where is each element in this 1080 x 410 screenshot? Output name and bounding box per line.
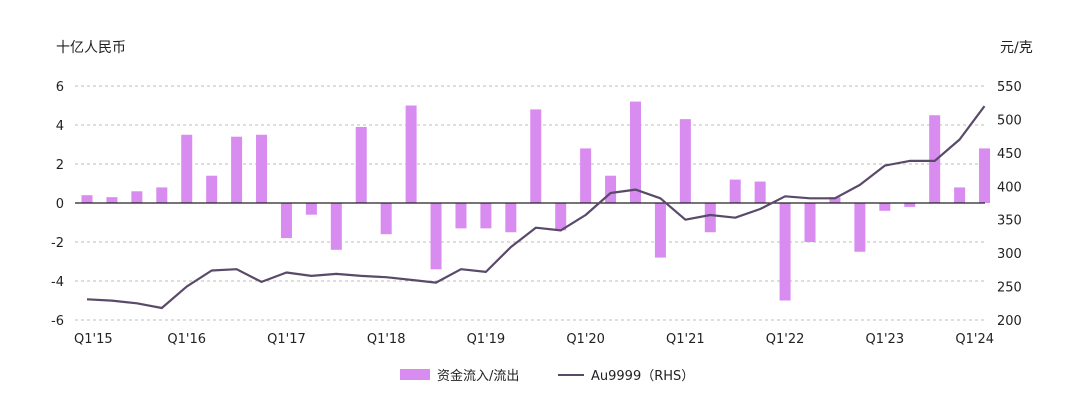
flow-bar: [455, 203, 467, 229]
legend-bar-swatch: [400, 369, 430, 380]
x-axis-ticks: Q1'15 Q1'16 Q1'17 Q1'18 Q1'19 Q1'20 Q1'21 Q1'22…: [74, 332, 994, 347]
flow-bar: [305, 203, 317, 215]
flow-bar: [879, 203, 891, 211]
bar-series: [81, 101, 991, 301]
legend: 资金流入/流出 Au9999（RHS）: [400, 368, 694, 384]
right-axis-unit: 元/克: [1000, 40, 1033, 56]
left-tick-label: 2: [56, 158, 64, 173]
left-tick-label: 4: [56, 119, 64, 134]
right-tick-label: 400: [997, 180, 1022, 195]
flow-bar: [605, 175, 617, 203]
right-tick-label: 250: [997, 281, 1022, 296]
price-line-series: [86, 105, 986, 310]
right-tick-label: 300: [997, 247, 1022, 262]
flow-bar: [505, 203, 517, 233]
flow-bar: [729, 179, 741, 203]
legend-bar-label: 资金流入/流出: [437, 368, 519, 384]
right-tick-label: 550: [997, 80, 1022, 95]
flow-bar: [380, 203, 392, 235]
flow-bar: [106, 197, 118, 203]
x-tick-label: Q1'24: [955, 332, 994, 347]
x-tick-label: Q1'22: [766, 332, 805, 347]
left-tick-label: 6: [56, 80, 64, 95]
flow-bar: [430, 203, 442, 270]
x-tick-label: Q1'19: [467, 332, 506, 347]
flow-bar: [330, 203, 342, 250]
left-tick-label: -4: [51, 275, 64, 290]
flow-bar: [405, 105, 417, 203]
right-tick-label: 500: [997, 113, 1022, 128]
left-tick-label: 0: [56, 197, 64, 212]
right-tick-label: 200: [997, 314, 1022, 329]
flow-bar: [804, 203, 816, 242]
gridlines: [75, 85, 985, 321]
flow-bar: [754, 181, 766, 203]
flow-bar: [679, 119, 691, 203]
flow-bar: [629, 101, 641, 203]
left-tick-label: -6: [51, 314, 64, 329]
flow-bar: [704, 203, 716, 233]
flow-bar: [280, 203, 292, 239]
flow-bar: [779, 203, 791, 301]
x-tick-label: Q1'20: [566, 332, 605, 347]
flow-bar: [181, 134, 193, 203]
left-axis-unit: 十亿人民币: [56, 40, 126, 56]
flow-bar: [156, 187, 168, 203]
right-tick-label: 350: [997, 214, 1022, 229]
flow-bar: [131, 191, 143, 203]
flow-bar: [555, 203, 567, 231]
flow-bar: [530, 109, 542, 203]
flow-bar: [231, 136, 243, 203]
flow-bar: [929, 115, 941, 203]
legend-line-label: Au9999（RHS）: [591, 369, 694, 384]
x-tick-label: Q1'21: [666, 332, 705, 347]
flow-bar: [979, 148, 991, 203]
right-tick-label: 450: [997, 147, 1022, 162]
flow-bar: [654, 203, 666, 258]
price-line: [86, 105, 986, 310]
x-tick-label: Q1'17: [267, 332, 306, 347]
left-tick-label: -2: [51, 236, 64, 251]
x-tick-label: Q1'18: [367, 332, 406, 347]
flow-bar: [355, 126, 367, 203]
flow-bar: [954, 187, 966, 203]
flow-bar: [854, 203, 866, 252]
left-axis-ticks: 6 4 2 0 -2 -4 -6: [51, 80, 64, 329]
flow-bar: [480, 203, 492, 229]
flow-bar: [829, 197, 841, 203]
flow-bar: [580, 148, 592, 203]
right-axis-ticks: 550 500 450 400 350 300 250 200: [997, 80, 1022, 329]
flow-bar: [904, 203, 916, 207]
flow-bar: [81, 195, 93, 203]
flow-bar: [256, 134, 268, 203]
x-tick-label: Q1'23: [865, 332, 904, 347]
flow-bar: [206, 175, 218, 203]
x-tick-label: Q1'16: [167, 332, 206, 347]
x-tick-label: Q1'15: [74, 332, 113, 347]
